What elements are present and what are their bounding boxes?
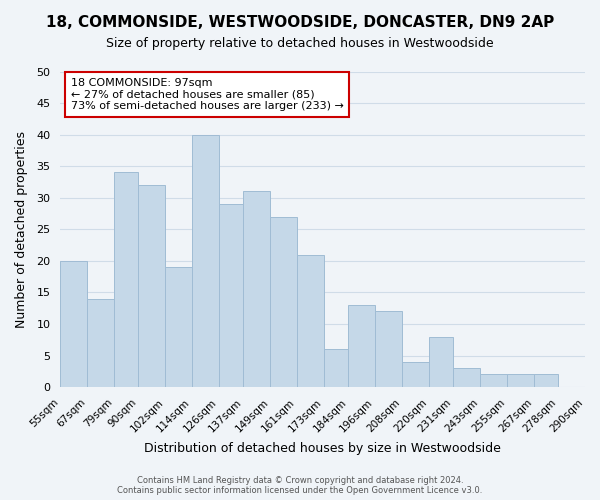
- Y-axis label: Number of detached properties: Number of detached properties: [15, 131, 28, 328]
- Bar: [533, 374, 558, 387]
- X-axis label: Distribution of detached houses by size in Westwoodside: Distribution of detached houses by size …: [144, 442, 501, 455]
- Text: Contains HM Land Registry data © Crown copyright and database right 2024.
Contai: Contains HM Land Registry data © Crown c…: [118, 476, 482, 495]
- Bar: [270, 216, 297, 387]
- Bar: [348, 305, 375, 387]
- Bar: [507, 374, 533, 387]
- Bar: [480, 374, 507, 387]
- Bar: [165, 267, 192, 387]
- Bar: [244, 192, 270, 387]
- Text: 18 COMMONSIDE: 97sqm
← 27% of detached houses are smaller (85)
73% of semi-detac: 18 COMMONSIDE: 97sqm ← 27% of detached h…: [71, 78, 344, 111]
- Bar: [453, 368, 480, 387]
- Bar: [219, 204, 244, 387]
- Bar: [60, 261, 87, 387]
- Text: Size of property relative to detached houses in Westwoodside: Size of property relative to detached ho…: [106, 38, 494, 51]
- Bar: [139, 185, 165, 387]
- Bar: [375, 312, 402, 387]
- Bar: [192, 134, 219, 387]
- Bar: [324, 349, 348, 387]
- Bar: [114, 172, 139, 387]
- Bar: [297, 254, 324, 387]
- Bar: [87, 298, 114, 387]
- Bar: [402, 362, 428, 387]
- Text: 18, COMMONSIDE, WESTWOODSIDE, DONCASTER, DN9 2AP: 18, COMMONSIDE, WESTWOODSIDE, DONCASTER,…: [46, 15, 554, 30]
- Bar: [428, 336, 453, 387]
